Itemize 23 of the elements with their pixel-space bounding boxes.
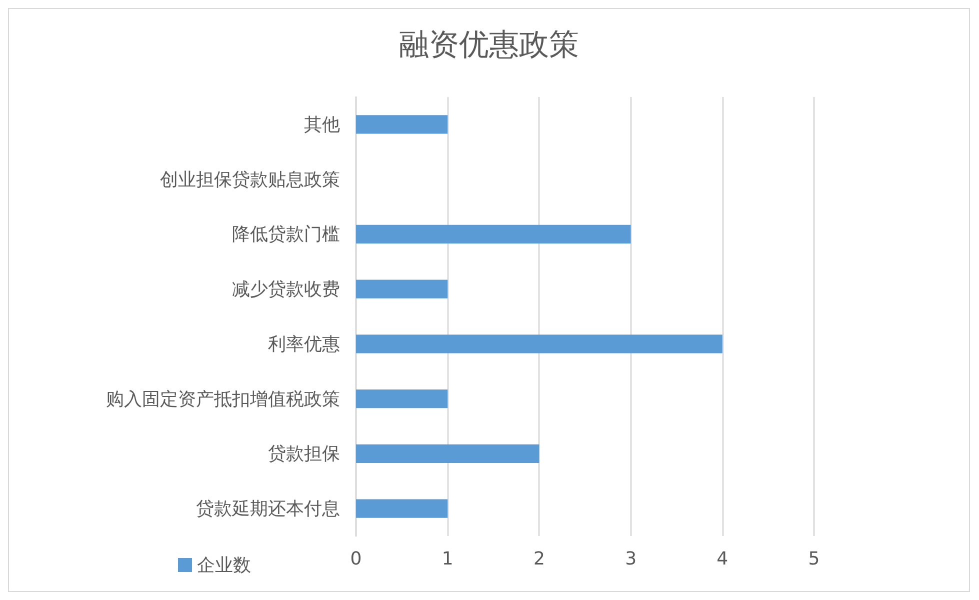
y-tick-label: 减少贷款收费 [232, 279, 340, 300]
bar [356, 499, 448, 518]
bar [356, 280, 448, 298]
y-tick-label: 其他 [304, 114, 340, 134]
y-tick-label: 购入固定资产抵扣增值税政策 [106, 388, 340, 409]
bar [356, 444, 540, 464]
y-tick-label: 利率优惠 [268, 334, 340, 354]
y-tick-label: 贷款担保 [268, 444, 340, 464]
bar [356, 389, 448, 408]
y-tick-label: 降低贷款门槛 [232, 224, 340, 244]
x-tick-label: 4 [716, 548, 728, 570]
x-tick-label: 1 [442, 548, 454, 570]
y-tick-label: 创业担保贷款贴息政策 [160, 169, 340, 190]
x-tick-label: 5 [808, 548, 820, 570]
bar [356, 334, 722, 354]
legend-label: 企业数 [197, 555, 251, 575]
bar [356, 224, 631, 244]
bar [356, 115, 448, 134]
chart-title: 融资优惠政策 [399, 28, 579, 62]
y-tick-label: 贷款延期还本付息 [196, 498, 340, 519]
x-tick-label: 2 [533, 548, 545, 570]
x-tick-label: 3 [625, 548, 637, 570]
x-tick-label: 0 [350, 548, 362, 570]
